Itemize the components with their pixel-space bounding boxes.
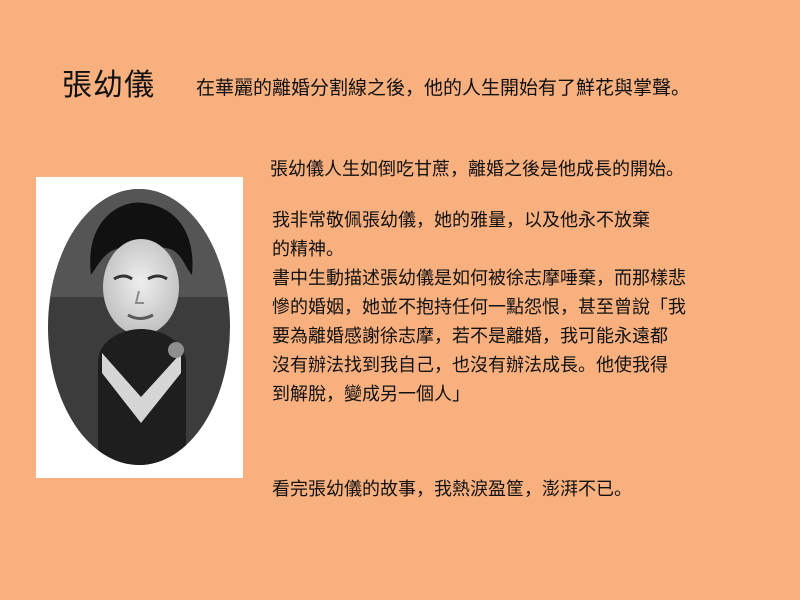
intro-line: 張幼儀人生如倒吃甘蔗，離婚之後是他成長的開始。 (270, 159, 684, 180)
closing-line: 看完張幼儀的故事，我熱淚盈筐，澎湃不已。 (272, 479, 632, 500)
slide-title: 張幼儀 (62, 68, 155, 103)
body-line: 到解脫，變成另一個人」 (272, 384, 470, 405)
body-line: 慘的婚姻，她並不抱持任何一點怨恨，甚至曾說「我 (272, 297, 686, 318)
body-line: 沒有辦法找到我自己，也沒有辦法成長。他使我得 (272, 355, 668, 376)
slide-subtitle: 在華麗的離婚分割線之後，他的人生開始有了鮮花與掌聲。 (196, 77, 691, 99)
body-line: 書中生動描述張幼儀是如何被徐志摩唾棄，而那樣悲 (272, 268, 686, 289)
body-line: 的精神。 (272, 239, 344, 260)
portrait-oval-image (36, 177, 243, 478)
portrait-photo (36, 177, 243, 478)
body-paragraph: 我非常敬佩張幼儀，她的雅量，以及他永不放棄 的精神。 書中生動描述張幼儀是如何被… (272, 206, 787, 409)
body-line: 我非常敬佩張幼儀，她的雅量，以及他永不放棄 (272, 210, 650, 231)
body-line: 要為離婚感謝徐志摩，若不是離婚，我可能永遠都 (272, 326, 668, 347)
